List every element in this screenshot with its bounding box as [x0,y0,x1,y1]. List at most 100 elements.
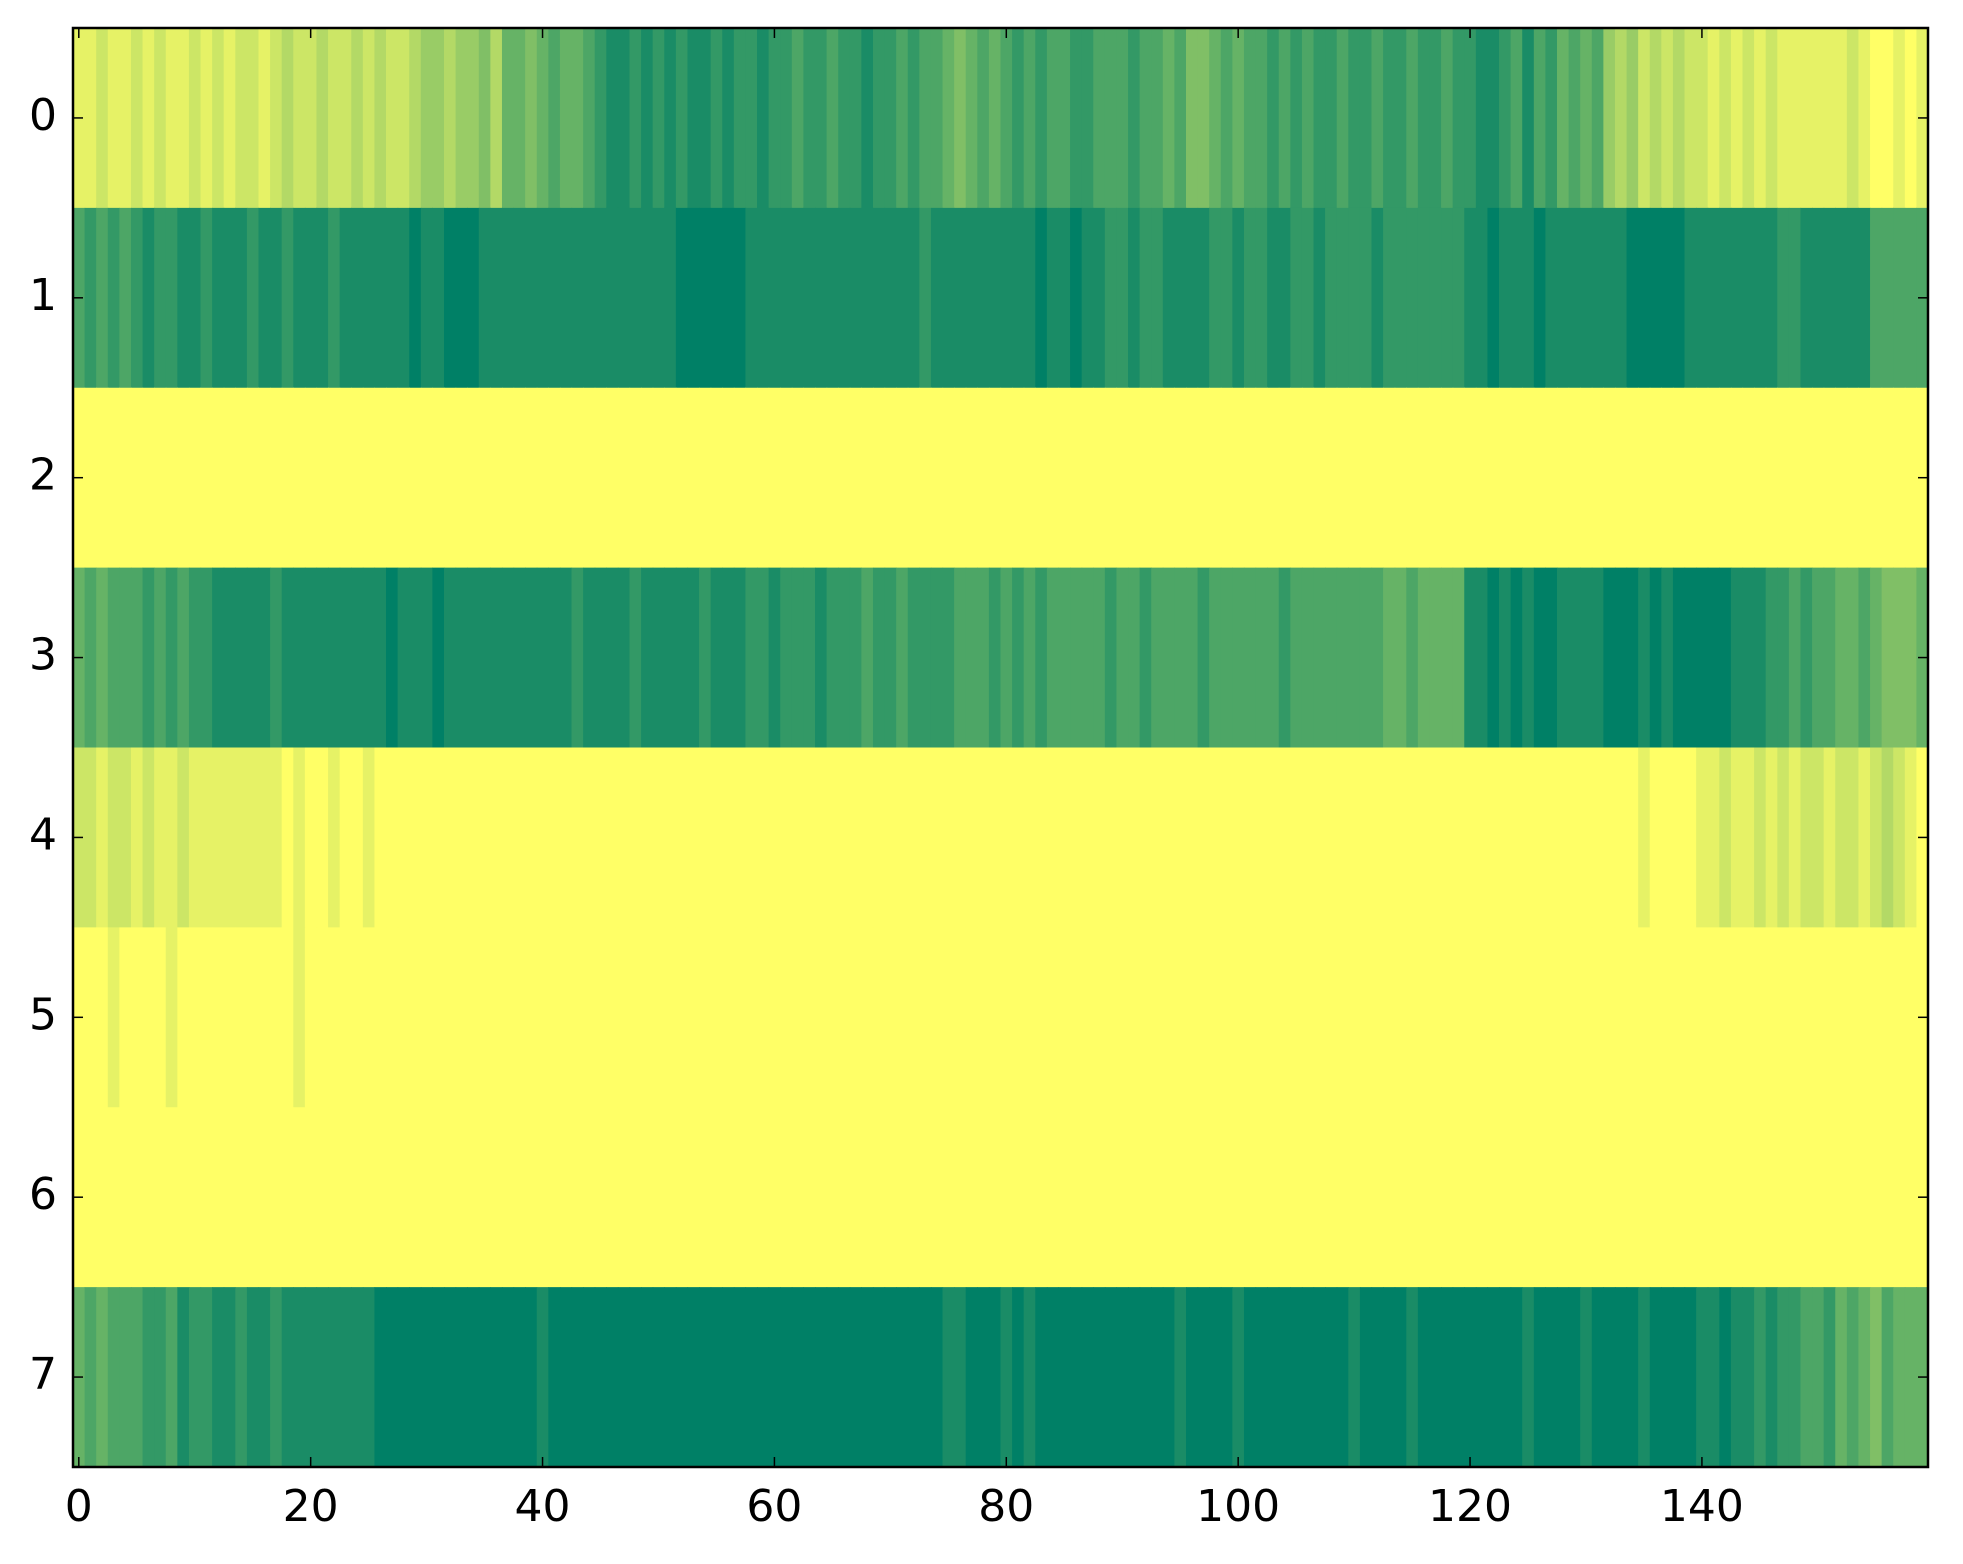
heat-cell [1881,207,1894,389]
heat-cell [884,1107,897,1288]
heat-cell [1429,567,1442,749]
heat-cell [1290,1107,1303,1288]
heat-cell [733,927,747,1108]
heat-cell [1012,387,1025,569]
heat-cell [1325,387,1338,569]
heat-cell [1104,567,1118,749]
heat-cell [675,1287,689,1468]
heat-cell [768,207,781,389]
heat-cell [768,1107,781,1288]
heat-cell [1452,1287,1465,1468]
heat-cell [641,747,654,928]
heat-cell [536,1107,549,1288]
heat-cell [571,747,584,928]
heat-cell [432,1287,445,1468]
heat-cell [96,28,109,209]
heat-cell [1406,28,1419,209]
heat-cell [293,927,306,1108]
heat-cell [722,567,735,749]
heat-cell [107,28,120,209]
heat-cell [930,747,944,928]
heat-cell [1591,927,1604,1108]
heat-cell [1858,28,1871,209]
heat-cell [965,747,978,928]
heat-cell [594,747,607,928]
heat-cell [1846,387,1860,569]
heat-cell [733,28,747,209]
heat-cell [1267,747,1280,928]
heat-cell [1209,927,1222,1108]
heat-cell [1661,207,1674,389]
heat-cell [1313,1287,1326,1468]
heat-cell [757,207,770,389]
heat-cell [919,1107,932,1288]
heat-cell [223,567,236,749]
heat-cell [1499,747,1512,928]
heat-cell [1614,747,1628,928]
heat-cell [1104,747,1118,928]
heat-cell [1754,567,1767,749]
heat-cell [490,1287,503,1468]
heat-cell [351,747,364,928]
heat-cell [838,927,851,1108]
heat-cell [1070,1107,1083,1288]
heat-cell [107,567,120,749]
heat-cell [1255,207,1268,389]
heat-cell [1139,207,1152,389]
heat-cell [791,28,805,209]
heat-cell [1023,927,1036,1108]
heat-cell [409,747,422,928]
heat-cell [1278,207,1291,389]
heat-cell [154,567,167,749]
heat-cell [1568,1287,1581,1468]
heat-cell [1499,1107,1512,1288]
heat-cell [513,28,526,209]
heat-cell [1672,207,1686,389]
heat-cell [757,747,770,928]
heat-cell [606,567,619,749]
heat-cell [212,1287,225,1468]
heat-cell [1371,567,1384,749]
heat-cell [617,567,631,749]
heat-cell [977,28,990,209]
heat-cell [606,207,619,389]
heat-cell [1580,747,1593,928]
heat-cell [1684,207,1697,389]
heat-cell [1278,927,1291,1108]
heat-cell [872,1287,886,1468]
heat-cell [1707,28,1720,209]
heat-cell [1429,927,1442,1108]
heat-cell [583,747,596,928]
heat-cell [1035,207,1048,389]
x-tick-label: 80 [978,1481,1034,1532]
heat-cell [1128,927,1141,1108]
heat-cell [304,927,318,1108]
heat-cell [988,1107,1002,1288]
heat-cell [1394,1287,1407,1468]
heat-cell [1046,28,1060,209]
heat-cell [1510,747,1523,928]
heat-cell [1893,747,1906,928]
heat-cell [907,28,920,209]
heat-cell [815,747,828,928]
heat-cell [1348,747,1361,928]
heat-cell [467,927,480,1108]
heat-cell [884,387,897,569]
heat-cell [490,207,503,389]
heat-cell [525,747,538,928]
heat-cell [1812,1287,1825,1468]
heat-cell [270,747,283,928]
heat-cell [1754,747,1767,928]
heat-cell [1000,567,1013,749]
heat-cell [1243,387,1257,569]
heat-cell [281,1107,294,1288]
heat-cell [687,207,700,389]
heat-cell [200,1287,213,1468]
heat-cell [1904,567,1918,749]
heat-cell [409,567,422,749]
heat-cell [641,927,654,1108]
heat-cell [444,1107,457,1288]
heat-cell [362,747,376,928]
heat-cell [884,567,897,749]
heat-cell [1487,207,1500,389]
